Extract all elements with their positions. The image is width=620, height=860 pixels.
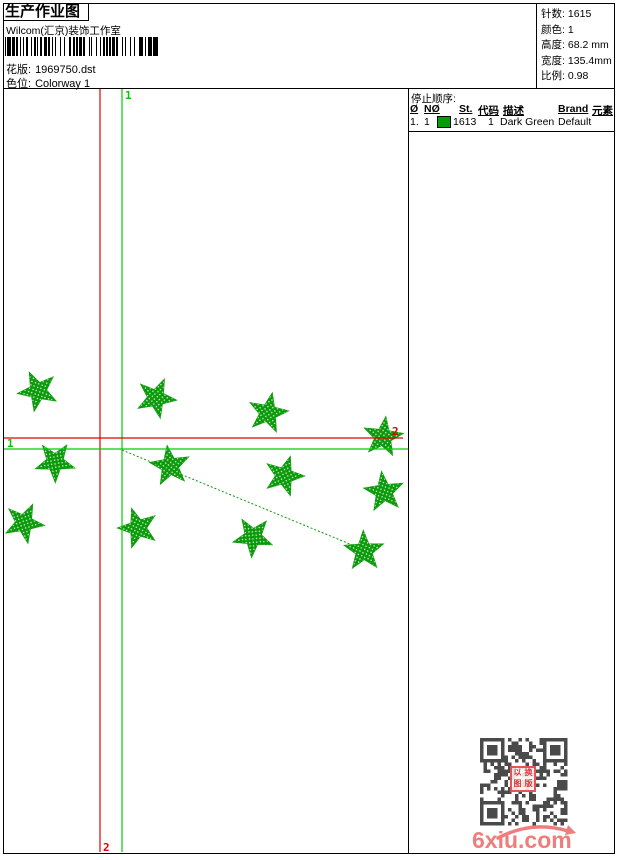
width-row: 宽度: 135.4mm	[541, 54, 614, 70]
seal-char: 换	[524, 768, 533, 777]
start-marker-top: 1	[125, 89, 132, 102]
scale-label: 比例:	[541, 70, 565, 82]
color-count-value: 1	[567, 23, 574, 36]
embroidery-star	[137, 378, 178, 420]
stitch-count-row: 针数: 1615	[541, 7, 614, 23]
color-count-row: 颜色: 1	[541, 23, 614, 39]
embroidery-star	[249, 391, 290, 433]
height-value: 68.2 mm	[567, 39, 609, 51]
row-code: 1	[488, 116, 494, 128]
colorway-line: 色位: Colorway 1	[6, 75, 90, 91]
embroidery-star	[362, 470, 404, 512]
colorway-label: 色位:	[6, 78, 32, 90]
design-file-label: 花版:	[6, 64, 32, 76]
stop-sequence-title: 停止顺序:	[411, 93, 456, 105]
barcode	[5, 37, 158, 56]
design-file-line: 花版: 1969750.dst	[6, 61, 96, 77]
seal-char: 图	[513, 779, 522, 788]
end-marker-bottom: 2	[103, 841, 110, 853]
row-n0: 1	[424, 116, 430, 128]
stitch-count-label: 针数:	[541, 8, 565, 20]
stop-sequence-table: 停止顺序: Ø NØ St. 代码 描述 Brand 元素 1. 1 1613 …	[408, 88, 614, 132]
height-label: 高度:	[541, 39, 565, 51]
site-watermark: 6xiu.com	[472, 827, 572, 853]
height-row: 高度: 68.2 mm	[541, 38, 614, 54]
design-canvas: 1 1 2 2	[4, 89, 408, 853]
seal-char: 以	[513, 768, 522, 777]
anti-piracy-seal: 以 换 图 版	[510, 766, 536, 792]
start-marker-left: 1	[7, 437, 14, 450]
travel-stitch-line	[121, 449, 363, 550]
col-header-brand: Brand	[558, 103, 589, 115]
color-count-label: 颜色:	[541, 23, 565, 36]
embroidery-star	[4, 503, 46, 545]
page-title-text: 生产作业图	[5, 3, 81, 20]
row-st: 1613	[453, 116, 477, 128]
scale-value: 0.98	[567, 70, 589, 82]
width-label: 宽度:	[541, 54, 565, 67]
row-stop-number: 1.	[410, 116, 419, 128]
design-file-value: 1969750.dst	[35, 64, 96, 76]
colorway-value: Colorway 1	[35, 78, 91, 90]
embroidery-star	[342, 529, 385, 570]
col-header-st: St.	[459, 103, 473, 115]
end-marker-right: 2	[392, 425, 399, 438]
embroidery-star	[116, 507, 156, 549]
width-value: 135.4mm	[567, 54, 612, 67]
embroidery-star	[34, 444, 76, 484]
col-header-code: 代码	[478, 105, 499, 117]
seal-char: 版	[524, 779, 533, 788]
page-title: 生产作业图	[3, 3, 89, 21]
thread-color-swatch	[437, 116, 451, 128]
row-brand: Default	[558, 116, 592, 128]
embroidery-star	[16, 371, 58, 413]
embroidery-star	[231, 518, 274, 559]
page-border	[3, 3, 615, 854]
col-header-number: Ø	[410, 103, 419, 115]
logo-swoosh	[496, 825, 576, 840]
row-description: Dark Green	[500, 116, 555, 128]
stitch-count-value: 1615	[567, 8, 592, 20]
embroidery-star	[363, 415, 405, 457]
studio-name: Wilcom(汇京)装饰工作室	[6, 25, 121, 37]
design-canvas-frame	[3, 88, 409, 854]
col-header-element: 元素	[592, 105, 613, 117]
col-header-description: 描述	[503, 105, 524, 117]
embroidery-star	[148, 444, 190, 486]
col-header-n0: NØ	[424, 103, 440, 115]
info-panel: 针数: 1615 颜色: 1 高度: 68.2 mm 宽度: 135.4mm 比例: 0.…	[536, 3, 614, 88]
scale-row: 比例: 0.98	[541, 69, 614, 85]
embroidery-star	[266, 455, 306, 497]
